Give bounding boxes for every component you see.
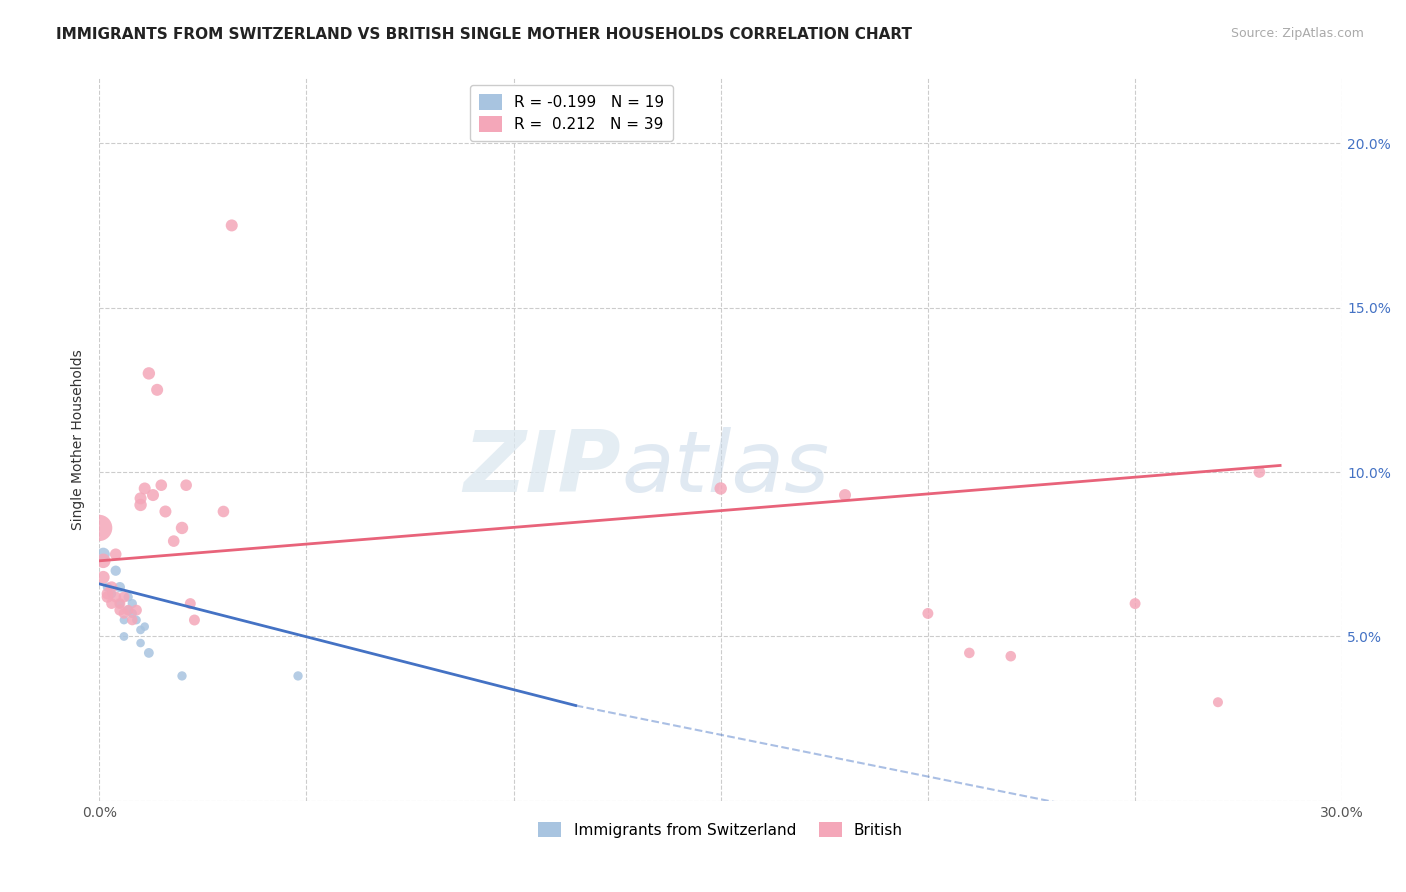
Point (104, 564, 127, 578)
Text: Source: ZipAtlas.com: Source: ZipAtlas.com (1230, 27, 1364, 40)
Point (163, 534, 186, 549)
Point (117, 603, 139, 617)
Point (117, 590, 139, 604)
Point (96, 587, 118, 601)
Text: IMMIGRANTS FROM SWITZERLAND VS BRITISH SINGLE MOTHER HOUSEHOLDS CORRELATION CHAR: IMMIGRANTS FROM SWITZERLAND VS BRITISH S… (56, 27, 912, 42)
Point (150, 478, 173, 492)
Point (104, 590, 127, 604)
Point (108, 597, 131, 611)
Point (134, 482, 156, 496)
Point (174, 478, 197, 492)
Point (129, 623, 152, 637)
Point (108, 603, 131, 617)
Point (170, 521, 193, 535)
Point (287, 669, 309, 683)
Point (104, 547, 127, 561)
Point (142, 488, 165, 502)
Point (89, 521, 111, 535)
Point (108, 597, 131, 611)
Point (1123, 597, 1146, 611)
Point (138, 646, 160, 660)
Text: atlas: atlas (621, 426, 830, 509)
Point (121, 613, 143, 627)
Point (129, 498, 152, 512)
Point (112, 630, 135, 644)
Point (957, 646, 980, 660)
Text: ZIP: ZIP (464, 426, 621, 509)
Point (112, 613, 135, 627)
Point (183, 613, 205, 627)
Y-axis label: Single Mother Households: Single Mother Households (72, 349, 86, 530)
Point (91, 547, 114, 561)
Point (108, 580, 131, 594)
Point (1249, 465, 1271, 479)
Point (96, 590, 118, 604)
Point (1000, 649, 1022, 664)
Legend: Immigrants from Switzerland, British: Immigrants from Switzerland, British (533, 815, 910, 844)
Point (96, 580, 118, 594)
Point (834, 488, 856, 502)
Point (212, 504, 235, 518)
Point (917, 607, 939, 621)
Point (179, 597, 201, 611)
Point (112, 607, 135, 621)
Point (146, 383, 169, 397)
Point (112, 590, 135, 604)
Point (91, 554, 114, 568)
Point (121, 597, 143, 611)
Point (170, 669, 193, 683)
Point (117, 603, 139, 617)
Point (155, 504, 177, 518)
Point (100, 597, 122, 611)
Point (129, 491, 152, 506)
Point (710, 482, 733, 496)
Point (1206, 695, 1229, 709)
Point (91, 570, 114, 584)
Point (138, 367, 160, 381)
Point (125, 613, 148, 627)
Point (100, 580, 122, 594)
Point (134, 619, 156, 633)
Point (125, 603, 148, 617)
Point (121, 607, 143, 621)
Point (100, 587, 122, 601)
Point (221, 219, 243, 233)
Point (129, 636, 152, 650)
